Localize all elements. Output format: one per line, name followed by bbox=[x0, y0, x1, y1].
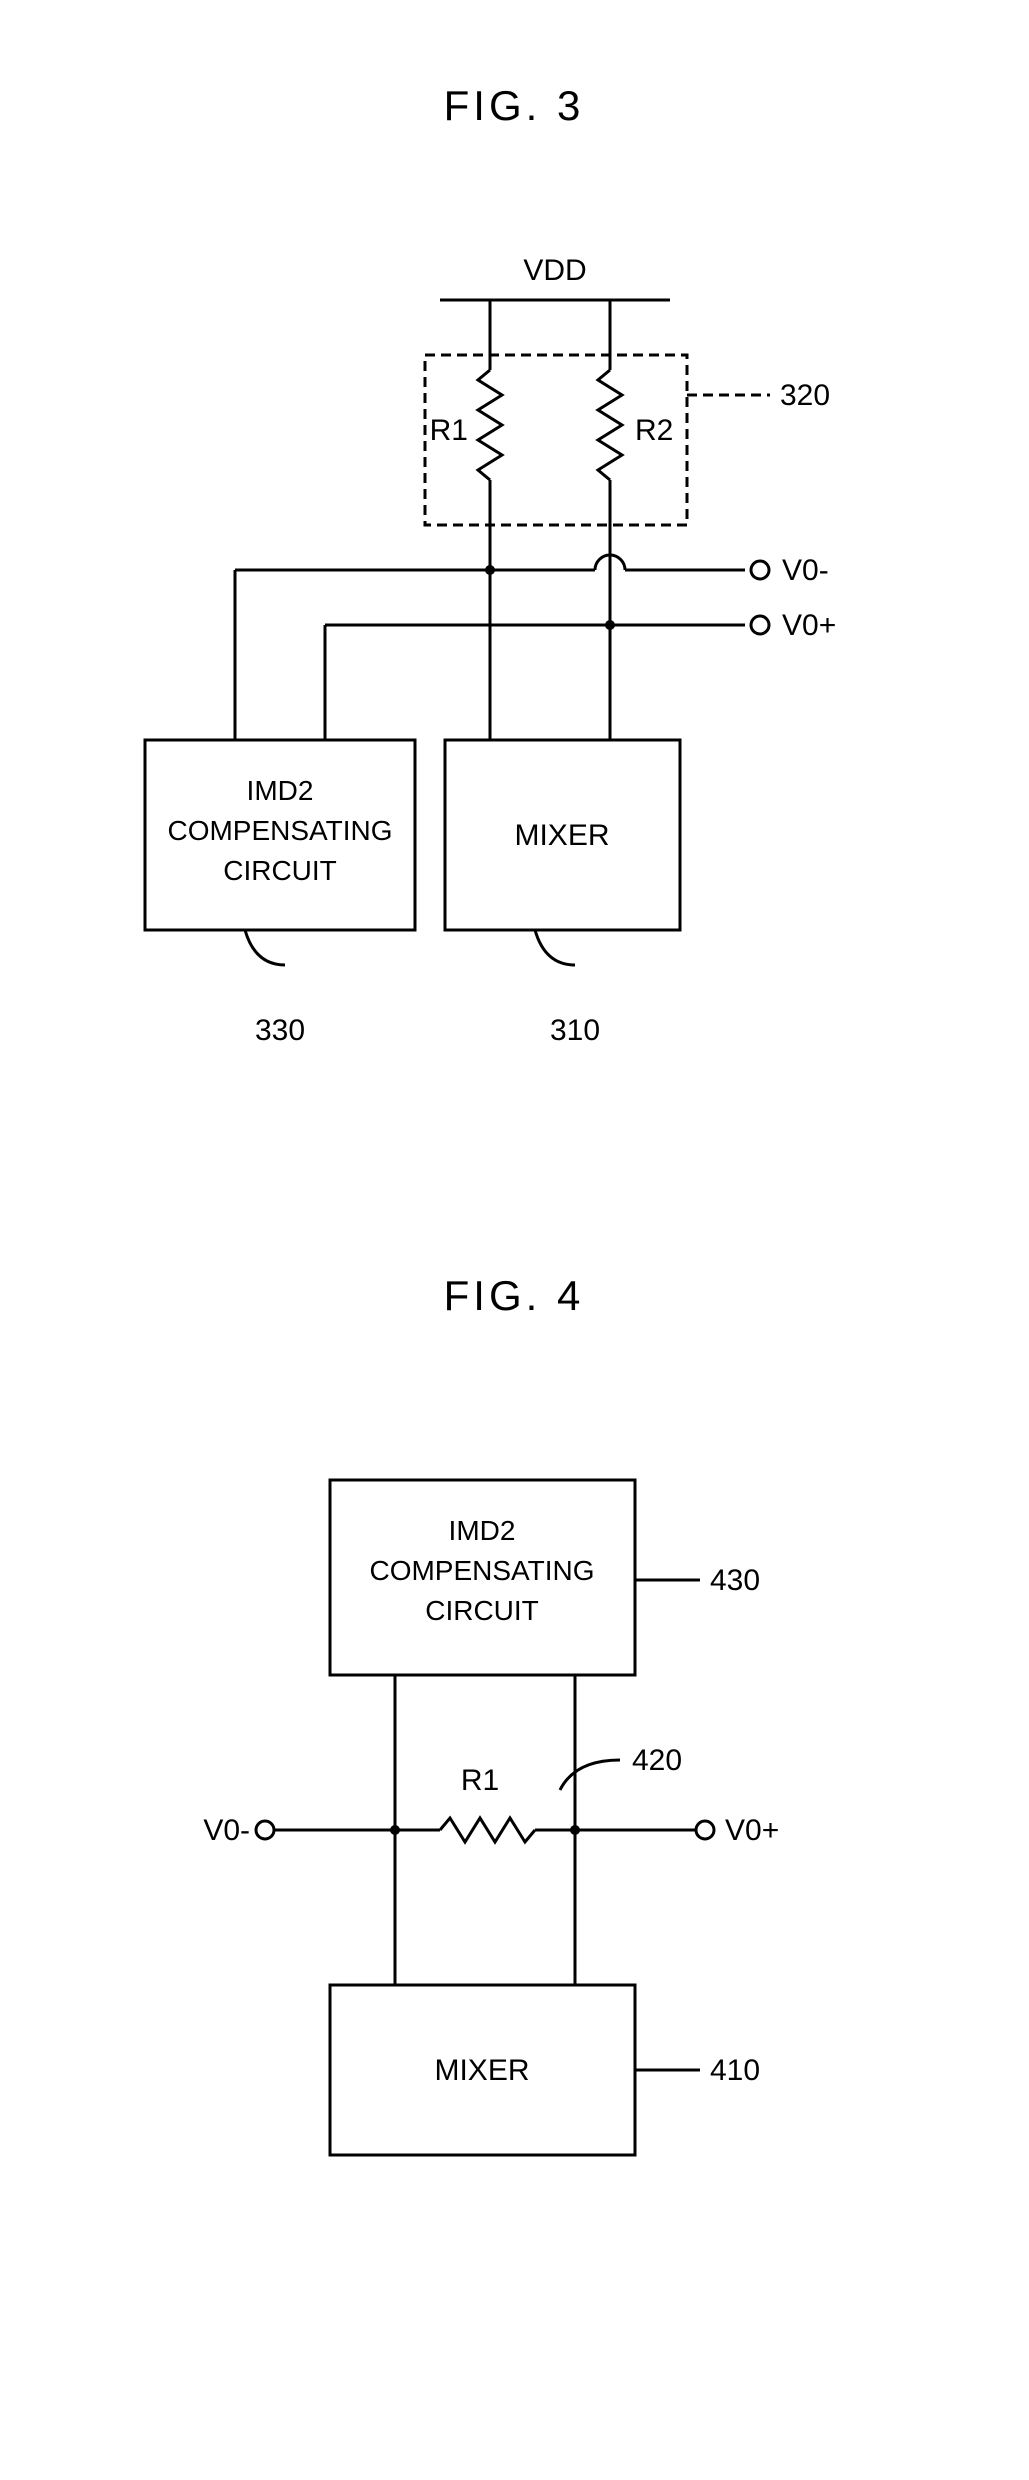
fig3-r2-label: R2 bbox=[635, 414, 673, 447]
fig3-leader-310 bbox=[535, 930, 575, 965]
fig3-vom-terminal bbox=[751, 561, 769, 579]
fig3-ref-320: 320 bbox=[780, 379, 830, 412]
fig3-mixer-label: MIXER bbox=[514, 819, 609, 852]
fig3-ref-310: 310 bbox=[550, 1014, 600, 1047]
fig3-vop-label: V0+ bbox=[782, 609, 836, 642]
fig4-vom-label: V0- bbox=[203, 1814, 250, 1847]
fig3-imd2-l3: CIRCUIT bbox=[223, 855, 337, 886]
fig4-r1-resistor bbox=[440, 1818, 535, 1842]
fig4-mixer-label: MIXER bbox=[434, 2054, 529, 2087]
diagram-svg: FIG. 3 VDD 320 R1 R2 V0- V0+ IMD2 COMPEN… bbox=[0, 0, 1029, 2480]
fig4-vop-label: V0+ bbox=[725, 1814, 779, 1847]
fig4-vom-terminal bbox=[256, 1821, 274, 1839]
fig3-imd2-l2: COMPENSATING bbox=[167, 815, 392, 846]
fig4-vop-terminal bbox=[696, 1821, 714, 1839]
fig4-imd2-l2: COMPENSATING bbox=[369, 1555, 594, 1586]
fig3-imd2-l1: IMD2 bbox=[247, 775, 314, 806]
fig3-vdd-label: VDD bbox=[523, 254, 586, 287]
fig4-imd2-l1: IMD2 bbox=[449, 1515, 516, 1546]
fig3-leader-330 bbox=[245, 930, 285, 965]
page: FIG. 3 VDD 320 R1 R2 V0- V0+ IMD2 COMPEN… bbox=[0, 0, 1029, 2480]
fig3-r1-label: R1 bbox=[430, 414, 468, 447]
fig4-leader-420 bbox=[560, 1760, 620, 1790]
fig3-title: FIG. 3 bbox=[444, 82, 585, 129]
fig3-r1-resistor bbox=[478, 370, 502, 480]
fig3-vom-label: V0- bbox=[782, 554, 829, 587]
fig4-ref-420: 420 bbox=[632, 1744, 682, 1777]
fig3-vop-terminal bbox=[751, 616, 769, 634]
fig3-r2-resistor bbox=[598, 370, 622, 480]
fig4-r1-label: R1 bbox=[461, 1764, 499, 1797]
fig4-title: FIG. 4 bbox=[444, 1272, 585, 1319]
fig4-ref-430: 430 bbox=[710, 1564, 760, 1597]
fig3-ref-330: 330 bbox=[255, 1014, 305, 1047]
fig4-ref-410: 410 bbox=[710, 2054, 760, 2087]
fig4-imd2-l3: CIRCUIT bbox=[425, 1595, 539, 1626]
